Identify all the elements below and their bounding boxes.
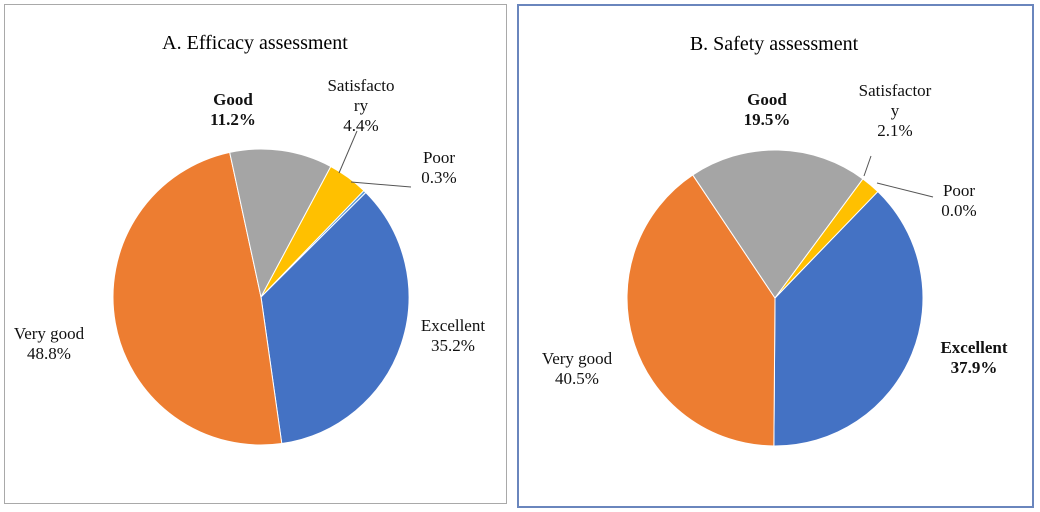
leader-line-satisfactory [863,155,872,177]
leader-line-satisfactory [338,130,358,174]
safety-chart-panel: B. Safety assessment Excellent 37.9% Very … [517,4,1034,508]
data-label-excellent: Excellent 37.9% [940,338,1007,377]
data-label-good: Good 11.2% [210,90,256,129]
pie-slice-satisfactory [260,165,365,298]
data-label-satisfactory: Satisfactor y 2.1% [859,81,932,140]
data-label-poor: Poor 0.3% [421,148,456,187]
efficacy-chart-panel: A. Efficacy assessment Excellent 35.2% Ver… [4,4,507,504]
data-label-poor: Poor 0.0% [941,181,976,220]
safety-pie-chart: B. Safety assessment Excellent 37.9% Very … [542,33,1008,447]
pie-slice-very-good [112,151,283,446]
chart-title: A. Efficacy assessment [162,32,348,54]
leader-line-poor [876,182,934,198]
data-label-excellent: Excellent 35.2% [421,316,485,355]
efficacy-pie-chart: A. Efficacy assessment Excellent 35.2% Ver… [14,32,485,446]
pie-slice-good [692,149,864,299]
pie-slice-good [229,148,332,299]
data-label-very-good: Very good 40.5% [542,349,613,388]
chart-title: B. Safety assessment [690,33,859,55]
pie-slice-excellent [260,191,410,445]
data-label-satisfactory: Satisfacto ry 4.4% [327,76,394,135]
leader-line-poor [350,181,412,188]
pie-slice-excellent [773,190,924,447]
data-label-good: Good 19.5% [744,90,791,129]
pie-slice-satisfactory [774,178,879,299]
data-label-very-good: Very good 48.8% [14,324,85,363]
